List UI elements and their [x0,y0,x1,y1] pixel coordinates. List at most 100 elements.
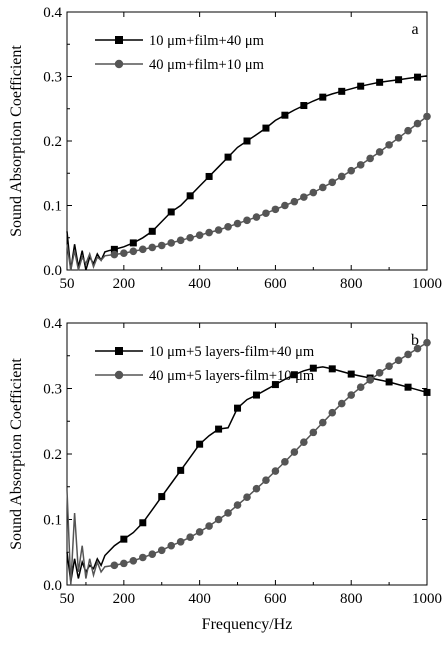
panel-b-plot-frame [66,322,428,586]
panel-a-x-tick-label: 400 [188,276,211,292]
panel-a-x-tick-label: 50 [60,276,75,292]
panel-a-series-2-point [110,250,119,259]
panel-a-series-2-point [423,112,431,121]
panel-a-series-2-point [262,209,270,218]
panel-a-series-2-point [224,222,232,231]
panel-b-series-2-point [281,458,289,466]
panel-b-series-1-point [271,381,279,389]
panel-b-series-1-point [234,404,242,412]
panel-a-series-2-point [186,233,194,242]
panel-b-series-2-point [318,418,327,427]
panel-a-x-tick-label: 200 [113,276,136,292]
panel-a-series-1-point [186,192,194,200]
panel-b-series-2-point [205,522,213,530]
panel-b-series-2-point [394,356,403,365]
panel-b-series-1-line [66,366,428,582]
panel-b-series-2-point [366,376,374,384]
panel-b-series-2-point [233,501,242,509]
panel-a-series-2-point [167,239,176,247]
panel-a-series-2-point [157,241,166,250]
panel-b-series-2 [66,338,431,586]
panel-a-series-2-point [281,201,289,210]
panel-b-series-1-point [252,391,260,399]
panel-a-series-2-point [129,247,138,256]
panel-a-series-1-point [167,208,175,216]
panel-b-series-2-point [148,550,157,559]
panel-a-x-tick-label: 600 [264,276,287,292]
panel-b-series-2-point [423,338,431,347]
panel-a-panel-label: a [411,21,418,38]
panel-b-series-2-point [347,391,356,399]
panel-a-series-2-point [138,245,147,254]
panel-a-series-2-point [337,172,346,181]
panel-a-series-2 [66,112,431,271]
panel-a-series-1-point [281,111,289,119]
panel-b-series-2-point [167,541,176,550]
panel-b-series-2-point [120,559,128,568]
panel-b-x-tick-label: 800 [340,591,363,607]
panel-b-legend: 10 μm+5 layers-film+40 μm 40 μm+5 layers-… [95,344,315,384]
panel-b-series-1-point [177,466,185,474]
panel-a-series-2-point [120,249,128,258]
panel-b-series-2-point [243,493,251,502]
panel-b-series-2-point [309,428,318,437]
panel-b-series-1-point [423,388,431,396]
panel-b-series-2-point [186,533,194,541]
panel-b-series-1-point [215,425,223,433]
panel-b-series-2-point [375,368,384,377]
panel-b-y-tick-label: 0.1 [43,513,62,529]
panel-a-series-2-point [413,119,422,128]
panel-b-y-tick-label: 0.4 [43,316,62,332]
panel-b-series-2-point [138,553,147,562]
panel-a-series-2-point [148,243,157,252]
panel-a-series-2-point [252,213,261,221]
panel-a-x-tick-label: 800 [340,276,363,292]
panel-a-series-1-point [338,87,346,95]
panel-a-series-2-point [347,166,356,175]
panel-a-series-1-point [129,239,137,247]
panel-a-series-1-line [66,75,428,271]
panel-b-y-tick-label: 0.2 [43,447,62,463]
panel-a-series-2-point [318,183,327,192]
panel-b-series-1 [66,364,431,582]
panel-b-series-2-point [262,476,270,485]
panel-a-series-1 [66,73,428,271]
panel-a-series-2-point [271,205,280,214]
panel-b-x-tick-label: 600 [264,591,287,607]
panel-a-series-1-point [262,124,270,132]
panel-a-series-2-point [366,154,374,163]
panel-b-series-2-point [195,528,204,536]
panel-b-series-2-point [413,344,422,353]
panel-a-series-1-point [110,245,118,253]
panel-a-series-2-point [195,231,204,239]
panel-a-y-tick-label: 0.3 [43,70,62,86]
panel-b-series-1-point [158,493,166,501]
panel-a-y-tick-label: 0.1 [43,199,62,215]
panel-b-series-1-point [120,535,128,543]
panel-b-y-axis-label: Sound Absorption Coefficient [8,358,25,550]
panel-b-series-2-point [356,383,365,391]
panel-b-x-tick-label: 1000 [412,591,442,607]
panel-a-series-2-point [214,226,223,234]
panel-b-series-1-point [328,365,336,373]
panel-a-series-2-point [375,148,384,156]
panel-a-series-1-point [414,73,422,81]
panel-a-series-1-point [205,172,213,180]
panel-a-series-2-point [290,197,299,206]
panel-b-legend-label-1: 10 μm+5 layers-film+40 μm [149,344,315,360]
panel-a-series-2-point [243,216,251,225]
panel-a-series-2-point [394,133,403,142]
panel-a-series-2-point [309,188,318,197]
panel-b: 0.0 0.1 0.2 0.3 0.4 50 200 400 600 800 1000 Sound A… [8,316,442,633]
panel-a-series-2-point [205,228,213,237]
panel-a-series-1-point [300,102,308,110]
panel-b-legend-marker-1 [115,347,123,355]
panel-b-x-tick-label: 50 [60,591,75,607]
panel-a-legend-marker-1 [115,36,123,44]
panel-b-panel-label: b [411,332,419,349]
panel-b-series-2-point [337,399,346,408]
panel-b-x-tick-label: 200 [113,591,136,607]
panel-b-series-2-point [252,484,261,493]
